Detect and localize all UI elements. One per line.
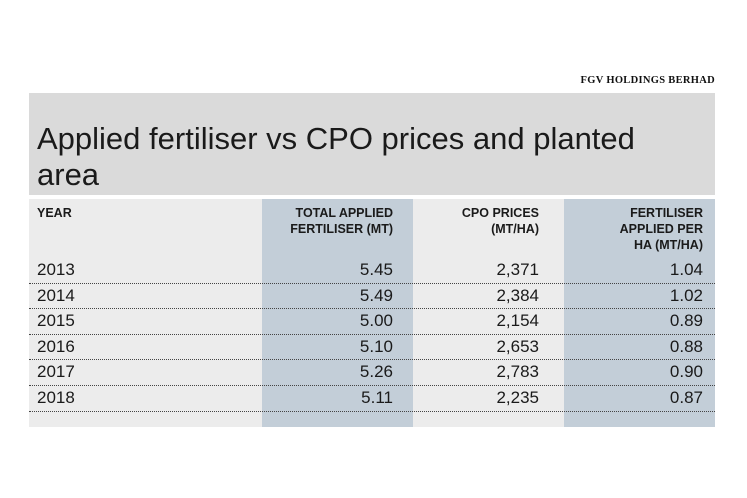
cell-cpo-price: 2,783 — [496, 362, 539, 382]
cell-year: 2017 — [37, 362, 75, 382]
table-row: 2017 5.26 2,783 0.90 — [29, 359, 715, 386]
table-row: 2013 5.45 2,371 1.04 — [29, 257, 715, 284]
cell-fertiliser-per-ha: 0.87 — [669, 388, 703, 407]
cell-fertiliser-per-ha: 0.90 — [669, 362, 703, 382]
table-row: 2016 5.10 2,653 0.88 — [29, 334, 715, 361]
data-table: YEAR TOTAL APPLIED FERTILISER (MT) CPO P… — [29, 199, 715, 427]
header-year: YEAR — [37, 206, 72, 220]
cell-fertiliser-per-ha: 0.88 — [669, 336, 703, 356]
cell-total-applied-fertiliser: 5.45 — [359, 260, 393, 279]
cell-year: 2015 — [37, 311, 75, 331]
cell-total-applied-fertiliser: 5.00 — [359, 311, 393, 331]
cell-cpo-price: 2,653 — [496, 336, 539, 356]
cell-fertiliser-per-ha: 1.04 — [669, 260, 703, 279]
cell-year: 2018 — [37, 388, 75, 407]
cell-cpo-price: 2,384 — [496, 285, 539, 305]
highlight-column-per-ha — [564, 199, 715, 427]
cell-cpo-price: 2,235 — [496, 388, 539, 407]
header-total-applied-fertiliser: TOTAL APPLIED FERTILISER (MT) — [290, 206, 393, 236]
cell-year: 2016 — [37, 336, 75, 356]
cell-total-applied-fertiliser: 5.49 — [359, 285, 393, 305]
table-row: 2015 5.00 2,154 0.89 — [29, 308, 715, 335]
source-label: FGV HOLDINGS BERHAD — [580, 75, 715, 86]
cell-year: 2014 — [37, 285, 75, 305]
chart-title: Applied fertiliser vs CPO prices and pla… — [37, 121, 635, 192]
cell-cpo-price: 2,371 — [496, 260, 539, 279]
cell-total-applied-fertiliser: 5.11 — [361, 388, 393, 407]
cell-cpo-price: 2,154 — [496, 311, 539, 331]
cell-year: 2013 — [37, 260, 75, 279]
cell-fertiliser-per-ha: 1.02 — [669, 285, 703, 305]
highlight-column-fertiliser — [262, 199, 413, 427]
header-fertiliser-per-ha: FERTILISER APPLIED PER HA (MT/HA) — [619, 206, 703, 252]
header-cpo-prices: CPO PRICES (MT/HA) — [461, 206, 539, 236]
title-panel: Applied fertiliser vs CPO prices and pla… — [29, 93, 715, 195]
cell-fertiliser-per-ha: 0.89 — [669, 311, 703, 331]
cell-total-applied-fertiliser: 5.26 — [359, 362, 393, 382]
cell-total-applied-fertiliser: 5.10 — [359, 336, 393, 356]
table-row: 2018 5.11 2,235 0.87 — [29, 385, 715, 412]
table-row: 2014 5.49 2,384 1.02 — [29, 283, 715, 310]
